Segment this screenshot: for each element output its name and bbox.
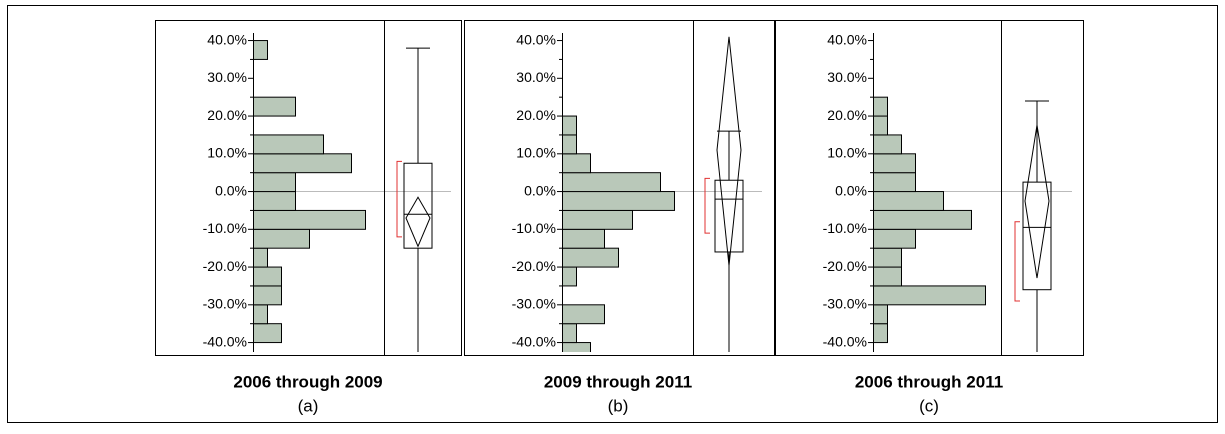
y-tick-label: 40.0% bbox=[827, 31, 867, 47]
panel-frame bbox=[155, 20, 462, 356]
box bbox=[1022, 181, 1052, 291]
mean-diamond bbox=[1024, 125, 1050, 279]
bar bbox=[253, 209, 366, 230]
panel bbox=[873, 96, 1072, 352]
bar bbox=[562, 342, 591, 352]
y-tick-label: -10.0% bbox=[203, 220, 247, 236]
bar bbox=[873, 209, 972, 230]
y-tick-label: 10.0% bbox=[827, 145, 867, 161]
panel-title: 2006 through 2009 bbox=[233, 372, 382, 391]
bar bbox=[873, 266, 902, 287]
bar bbox=[253, 228, 310, 249]
bar bbox=[562, 115, 577, 136]
bar bbox=[873, 115, 888, 136]
bar bbox=[562, 228, 605, 249]
bar bbox=[253, 191, 296, 211]
bar bbox=[562, 191, 675, 211]
panel-label: (a) bbox=[298, 396, 319, 415]
shortest-half bbox=[1014, 221, 1020, 302]
y-tick-label: -40.0% bbox=[203, 333, 247, 349]
shortest-half bbox=[704, 177, 710, 234]
y-tick-label: -30.0% bbox=[823, 296, 867, 312]
bar bbox=[253, 153, 352, 174]
bar bbox=[873, 172, 916, 193]
y-tick-label: -40.0% bbox=[512, 333, 556, 349]
y-tick-label: -20.0% bbox=[512, 258, 556, 274]
y-tick-label: -20.0% bbox=[203, 258, 247, 274]
bar bbox=[253, 266, 282, 287]
panel-frame bbox=[464, 20, 775, 356]
bar bbox=[873, 153, 916, 174]
y-tick-label: 20.0% bbox=[516, 107, 556, 123]
bar bbox=[873, 96, 888, 117]
shortest-half bbox=[396, 160, 402, 238]
mean-diamond bbox=[405, 196, 431, 248]
y-tick-label: 10.0% bbox=[516, 145, 556, 161]
y-tick-label: -10.0% bbox=[823, 220, 867, 236]
bar bbox=[873, 228, 916, 249]
bar bbox=[873, 323, 888, 344]
y-tick-label: -30.0% bbox=[203, 296, 247, 312]
bar bbox=[253, 304, 268, 325]
y-tick-label: 0.0% bbox=[835, 182, 867, 198]
bar bbox=[562, 134, 577, 155]
bar bbox=[562, 209, 633, 230]
y-tick-label: 0.0% bbox=[524, 182, 556, 198]
y-tick-label: 20.0% bbox=[827, 107, 867, 123]
y-tick-label: 10.0% bbox=[207, 145, 247, 161]
bar bbox=[873, 285, 986, 306]
y-tick-label: 30.0% bbox=[207, 69, 247, 85]
panel-frame bbox=[775, 20, 1084, 356]
bar bbox=[562, 247, 619, 268]
bar bbox=[562, 153, 591, 174]
panel-title: 2009 through 2011 bbox=[544, 372, 692, 391]
y-tick-label: -10.0% bbox=[512, 220, 556, 236]
bar bbox=[253, 96, 296, 117]
y-tick-label: -40.0% bbox=[823, 333, 867, 349]
y-tick-label: 30.0% bbox=[827, 69, 867, 85]
y-tick-label: 30.0% bbox=[516, 69, 556, 85]
panel bbox=[253, 40, 451, 352]
bar bbox=[873, 247, 902, 268]
bar bbox=[253, 323, 282, 344]
panel-title: 2006 through 2011 bbox=[855, 372, 1003, 391]
panel bbox=[562, 36, 762, 352]
y-tick-label: 20.0% bbox=[207, 107, 247, 123]
panel-label: (c) bbox=[919, 396, 939, 415]
y-tick-label: 0.0% bbox=[215, 182, 247, 198]
y-tick-label: 40.0% bbox=[207, 31, 247, 47]
mean-diamond bbox=[716, 36, 742, 266]
y-tick-label: -20.0% bbox=[823, 258, 867, 274]
y-tick-label: 40.0% bbox=[516, 31, 556, 47]
bar bbox=[253, 40, 268, 60]
outer-frame bbox=[7, 5, 1218, 423]
box bbox=[714, 179, 744, 253]
bar bbox=[253, 247, 268, 268]
y-tick-label: -30.0% bbox=[512, 296, 556, 312]
bar bbox=[253, 285, 282, 306]
bar bbox=[562, 266, 577, 287]
bar bbox=[562, 172, 661, 193]
bar bbox=[253, 172, 296, 193]
bar bbox=[873, 191, 944, 211]
bar bbox=[253, 134, 324, 155]
bar bbox=[562, 304, 605, 325]
box bbox=[403, 162, 433, 249]
panel-label: (b) bbox=[608, 396, 629, 415]
bar bbox=[562, 323, 577, 344]
bar bbox=[873, 134, 902, 155]
bar bbox=[873, 304, 888, 325]
